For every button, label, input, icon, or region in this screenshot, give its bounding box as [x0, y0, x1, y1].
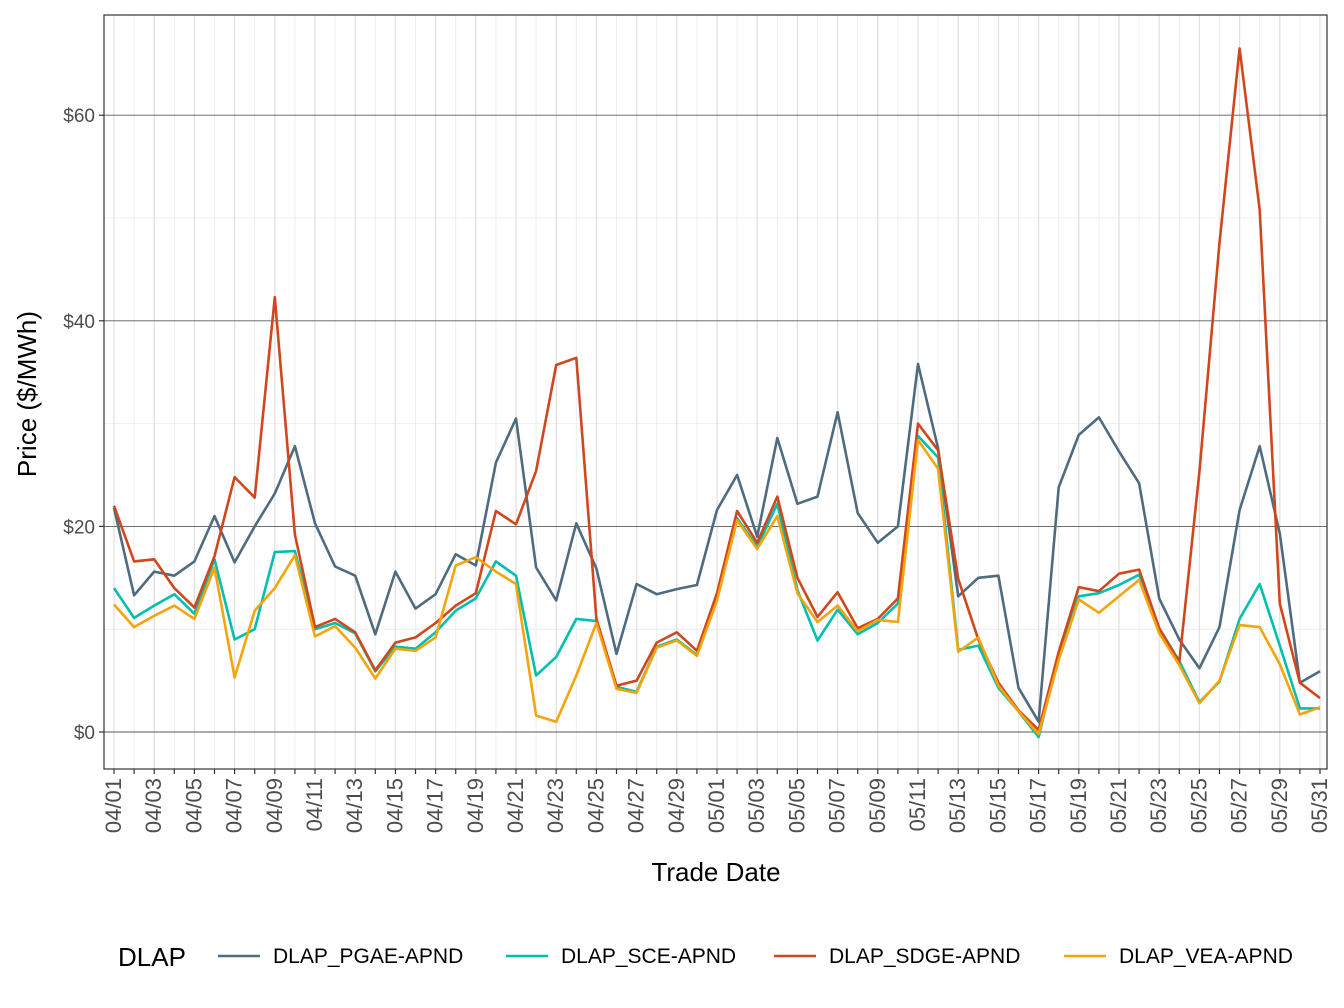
y-tick-label: $0	[74, 723, 95, 744]
x-tick-label: 04/07	[222, 778, 247, 833]
series-layer	[112, 47, 1321, 739]
x-tick-label: 05/27	[1227, 778, 1252, 833]
x-tick-label: 04/29	[664, 778, 689, 833]
legend-title: DLAP	[118, 942, 186, 972]
x-tick-label: 05/21	[1106, 778, 1131, 833]
x-tick-label: 05/23	[1146, 778, 1171, 833]
x-tick-label: 05/17	[1026, 778, 1051, 833]
x-axis-title: Trade Date	[651, 857, 780, 887]
y-axis-title: Price ($/MWh)	[12, 311, 42, 477]
series-line-dlap-pgae-apnd	[112, 362, 1321, 724]
x-tick-label: 04/03	[141, 778, 166, 833]
y-tick-label: $20	[63, 517, 95, 538]
x-tick-label: 05/11	[905, 778, 930, 831]
x-axis: 04/01 04/03 04/05 04/07 04/09 04/11 04/13 04/15…	[101, 769, 1332, 833]
legend-label: DLAP_VEA-APND	[1119, 945, 1293, 968]
x-tick-label: 04/17	[423, 778, 448, 833]
y-tick-label: $60	[63, 106, 95, 127]
x-tick-label: 05/29	[1267, 778, 1292, 833]
y-tick-label: $40	[63, 312, 95, 333]
x-tick-label: 05/13	[945, 778, 970, 833]
x-tick-label: 04/09	[262, 778, 287, 833]
legend-label: DLAP_PGAE-APND	[273, 945, 463, 968]
x-tick-label: 04/23	[543, 778, 568, 833]
x-tick-label: 04/15	[382, 778, 407, 833]
plot-panel	[104, 15, 1327, 769]
x-tick-label: 05/31	[1307, 778, 1332, 833]
legend: DLAP DLAP_PGAE-APND DLAP_SCE-APND DLAP_SDG…	[118, 942, 1293, 972]
x-tick-label: 05/01	[704, 778, 729, 833]
x-tick-label: 05/09	[865, 778, 890, 833]
x-tick-label: 04/13	[342, 778, 367, 833]
x-tick-label: 05/15	[985, 778, 1010, 833]
x-tick-label: 04/05	[181, 778, 206, 833]
x-tick-label: 05/19	[1066, 778, 1091, 833]
x-tick-label: 04/11	[302, 778, 327, 831]
series-line-dlap-vea-apnd	[113, 438, 1321, 736]
plot-panel-border	[103, 14, 1328, 770]
x-tick-label: 04/25	[583, 778, 608, 833]
x-tick-label: 04/19	[463, 778, 488, 833]
x-tick-label: 05/25	[1186, 778, 1211, 833]
x-tick-label: 04/21	[503, 778, 528, 833]
y-axis: $0 $20 $40 $60	[63, 106, 104, 744]
legend-label: DLAP_SCE-APND	[561, 945, 736, 968]
x-tick-label: 04/27	[624, 778, 649, 833]
x-tick-label: 05/03	[744, 778, 769, 833]
x-tick-label: 05/05	[784, 778, 809, 833]
legend-label: DLAP_SDGE-APND	[829, 945, 1020, 968]
x-tick-label: 05/07	[825, 778, 850, 833]
x-tick-label: 04/01	[101, 778, 126, 833]
series-line-dlap-sdge-apnd	[112, 47, 1321, 732]
